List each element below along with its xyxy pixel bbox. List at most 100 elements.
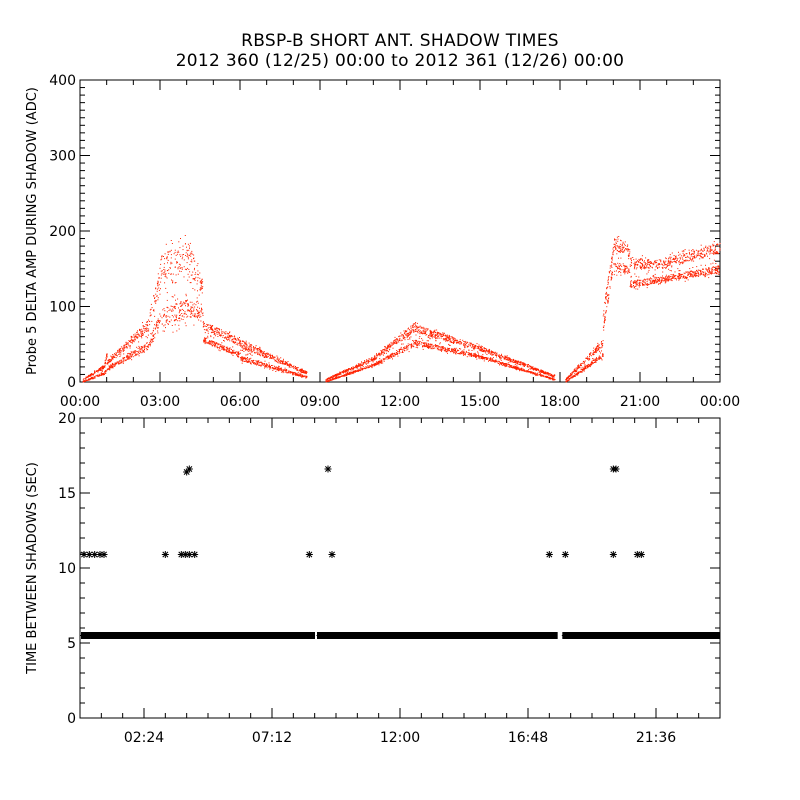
amp-point [597, 342, 599, 344]
amp-point [170, 309, 172, 311]
amp-point [453, 341, 455, 343]
amp-point [192, 306, 194, 308]
amp-point [122, 347, 124, 349]
amp-point [540, 371, 542, 373]
amp-point [199, 314, 201, 316]
amp-point [344, 374, 346, 376]
amp-point [506, 363, 508, 365]
amp-point [151, 320, 153, 322]
amp-point [445, 340, 447, 342]
amp-point [393, 355, 394, 357]
amp-point [244, 342, 246, 343]
amp-point [100, 369, 102, 371]
amp-point [346, 370, 348, 372]
amp-point [428, 337, 430, 338]
amp-point [509, 366, 511, 368]
amp-point [247, 350, 249, 352]
amp-point [578, 365, 580, 367]
amp-point [209, 326, 211, 328]
amp-point [457, 349, 458, 351]
amp-point [166, 319, 168, 321]
amp-point [438, 335, 440, 337]
amp-point [581, 371, 583, 373]
amp-point [156, 290, 158, 292]
amp-point [154, 315, 156, 317]
amp-point [375, 363, 377, 365]
amp-point [516, 364, 518, 366]
amp-point [577, 374, 579, 376]
amp-point [492, 354, 494, 356]
amp-point [371, 366, 373, 368]
amp-point [450, 351, 451, 353]
amp-point [435, 344, 437, 346]
amp-point [139, 351, 141, 352]
amp-point [131, 340, 133, 342]
amp-point [131, 359, 133, 361]
amp-point [123, 349, 125, 351]
amp-point [380, 360, 381, 362]
amp-point [473, 344, 475, 346]
amp-point [169, 321, 171, 323]
amp-point [91, 376, 92, 378]
amp-point [265, 366, 267, 368]
amp-point [134, 355, 136, 357]
amp-point [295, 367, 296, 369]
amp-point [576, 369, 578, 371]
amp-point [202, 321, 204, 323]
amp-point [190, 310, 192, 312]
amp-point [492, 353, 494, 355]
amp-point [297, 373, 299, 375]
amp-point [438, 332, 440, 334]
amp-point [452, 339, 454, 341]
amp-point [499, 364, 500, 366]
amp-point [234, 352, 236, 354]
amp-point [595, 348, 597, 350]
amp-point [360, 363, 361, 365]
amp-point [296, 374, 297, 376]
amp-point [187, 315, 189, 317]
amp-point [218, 328, 220, 330]
amp-point [510, 365, 512, 367]
amp-point [404, 337, 406, 339]
amp-point [438, 333, 440, 335]
amp-point [609, 286, 611, 288]
amp-point [132, 340, 134, 342]
amp-point [577, 367, 579, 369]
amp-point [602, 315, 604, 317]
amp-point [432, 334, 434, 336]
amp-point [163, 266, 165, 268]
amp-point [225, 350, 227, 351]
amp-point [108, 360, 110, 362]
amp-point [140, 335, 142, 337]
amp-point [538, 369, 540, 371]
amp-point [170, 240, 172, 241]
amp-point [235, 341, 237, 343]
amp-point [465, 344, 467, 345]
amp-point [235, 343, 237, 345]
amp-point [538, 372, 540, 374]
amp-point [384, 352, 385, 354]
amp-point [421, 332, 423, 334]
amp-point [157, 327, 159, 329]
amp-point [510, 359, 512, 361]
amp-point [169, 267, 171, 269]
amp-point [111, 364, 113, 366]
amp-point [140, 332, 142, 334]
amp-point [466, 356, 468, 358]
amp-point [430, 345, 432, 347]
amp-point [187, 303, 189, 304]
amp-point [490, 358, 492, 360]
amp-point [262, 363, 264, 364]
amp-point [242, 356, 244, 358]
amp-point [206, 329, 208, 331]
amp-point [456, 341, 458, 343]
amp-point [387, 345, 389, 347]
amp-point [168, 269, 170, 271]
amp-point [244, 357, 245, 359]
amp-point [519, 364, 520, 365]
amp-point [127, 357, 129, 359]
amp-point [111, 358, 113, 360]
amp-point [176, 303, 178, 305]
amp-point [360, 365, 362, 367]
amp-point [473, 355, 475, 357]
